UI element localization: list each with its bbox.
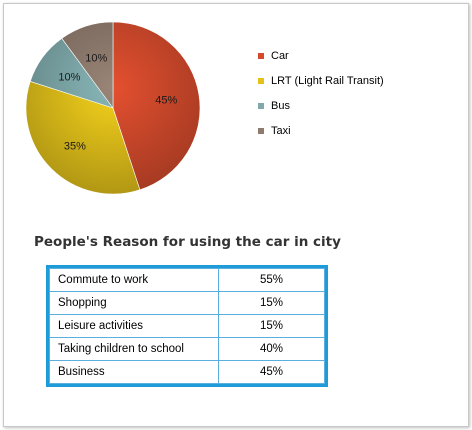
table-title: People's Reason for using the car in cit… [34,234,341,250]
table-row: Commute to work 55% [49,268,325,292]
pie-label-taxi: 10% [85,52,107,64]
percent-cell: 55% [218,268,325,292]
pie-chart: 45% 35% 10% 10% [25,21,201,195]
legend-item-taxi: Taxi [258,125,384,137]
legend-item-bus: Bus [258,100,384,112]
legend-label-taxi: Taxi [271,125,291,137]
percent-cell: 15% [218,314,325,338]
legend-swatch-bus [258,103,264,109]
legend-swatch-lrt [258,78,264,84]
table-row: Leisure activities 15% [49,314,325,338]
reason-cell: Business [49,360,219,384]
legend-item-lrt: LRT (Light Rail Transit) [258,75,384,87]
pie-label-bus: 10% [58,72,80,84]
legend-label-car: Car [271,50,289,62]
legend-label-lrt: LRT (Light Rail Transit) [271,75,384,87]
percent-cell: 15% [218,291,325,315]
legend-swatch-taxi [258,128,264,134]
legend-label-bus: Bus [271,100,290,112]
pie-slice-taxi [61,21,114,109]
reason-cell: Shopping [49,291,219,315]
reason-cell: Taking children to school [49,337,219,361]
pie-slice-car [112,21,201,191]
legend-item-car: Car [258,50,384,62]
reasons-table: Commute to work 55% Shopping 15% Leisure… [46,265,328,387]
pie-slice-lrt [25,81,141,195]
percent-cell: 45% [218,360,325,384]
reason-cell: Leisure activities [49,314,219,338]
legend-swatch-car [258,53,264,59]
table-row: Business 45% [49,360,325,384]
percent-cell: 40% [218,337,325,361]
reason-cell: Commute to work [49,268,219,292]
pie-label-car: 45% [155,95,177,107]
pie-legend: Car LRT (Light Rail Transit) Bus Taxi [258,50,384,150]
table-row: Taking children to school 40% [49,337,325,361]
table-row: Shopping 15% [49,291,325,315]
pie-label-lrt: 35% [64,141,86,153]
